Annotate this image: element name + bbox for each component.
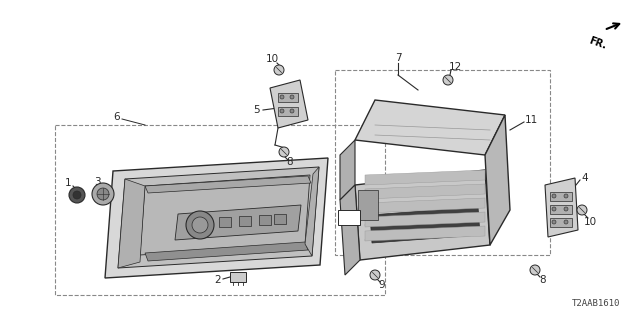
Circle shape (290, 95, 294, 99)
Circle shape (73, 191, 81, 199)
Polygon shape (365, 212, 485, 227)
Polygon shape (355, 170, 490, 260)
Polygon shape (145, 176, 311, 193)
Bar (274, 214, 286, 224)
Circle shape (530, 265, 540, 275)
Polygon shape (105, 158, 328, 278)
Polygon shape (370, 207, 480, 243)
Text: 7: 7 (395, 53, 401, 63)
Text: 11: 11 (525, 115, 538, 125)
Circle shape (370, 270, 380, 280)
Circle shape (443, 75, 453, 85)
Text: 8: 8 (540, 275, 547, 285)
Bar (259, 215, 271, 225)
Polygon shape (485, 115, 510, 245)
Polygon shape (340, 185, 360, 275)
Circle shape (192, 217, 208, 233)
Bar (278, 107, 298, 116)
Polygon shape (365, 226, 485, 241)
Text: 10: 10 (584, 217, 596, 227)
Bar (335, 70, 550, 255)
Circle shape (92, 183, 114, 205)
Text: 12: 12 (449, 62, 461, 72)
Circle shape (280, 95, 284, 99)
Bar (358, 190, 378, 220)
Circle shape (290, 109, 294, 113)
Circle shape (564, 194, 568, 198)
Text: 9: 9 (379, 280, 385, 290)
Circle shape (69, 187, 85, 203)
Circle shape (564, 220, 568, 224)
Bar (550, 192, 572, 201)
Circle shape (577, 205, 587, 215)
Polygon shape (270, 80, 308, 128)
Polygon shape (365, 184, 485, 199)
Circle shape (552, 220, 556, 224)
Polygon shape (175, 205, 301, 240)
Polygon shape (340, 140, 355, 200)
Circle shape (564, 207, 568, 211)
Circle shape (552, 194, 556, 198)
Text: 2: 2 (214, 275, 221, 285)
Text: 3: 3 (93, 177, 100, 187)
Polygon shape (545, 178, 578, 237)
Text: 8: 8 (287, 157, 293, 167)
Polygon shape (118, 167, 319, 268)
Polygon shape (355, 100, 505, 155)
Text: 1: 1 (65, 178, 71, 188)
Circle shape (552, 207, 556, 211)
Text: T2AAB1610: T2AAB1610 (572, 299, 620, 308)
Polygon shape (140, 175, 310, 255)
Polygon shape (305, 167, 319, 256)
Circle shape (279, 147, 289, 157)
Bar (239, 216, 251, 226)
Bar (550, 205, 572, 214)
Bar (338, 210, 360, 225)
Bar (55, 125, 385, 295)
Circle shape (280, 109, 284, 113)
Text: FR.: FR. (588, 35, 608, 51)
Bar (230, 272, 246, 282)
Text: 4: 4 (582, 173, 588, 183)
Circle shape (97, 188, 109, 200)
Polygon shape (365, 170, 485, 185)
Bar (219, 217, 231, 227)
Bar (550, 218, 572, 227)
Text: 6: 6 (114, 112, 120, 122)
Polygon shape (145, 242, 308, 261)
Circle shape (186, 211, 214, 239)
Circle shape (274, 65, 284, 75)
Text: 5: 5 (253, 105, 260, 115)
Bar (278, 93, 298, 102)
Polygon shape (118, 179, 145, 268)
Text: 10: 10 (266, 54, 278, 64)
Polygon shape (365, 198, 485, 213)
